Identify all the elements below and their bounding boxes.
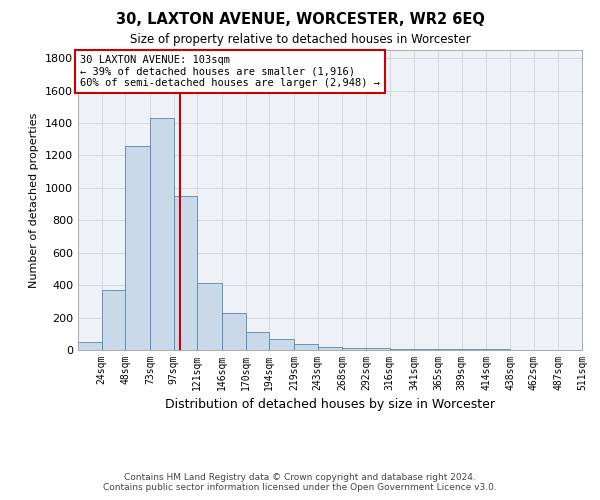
- Bar: [415, 349, 438, 350]
- Y-axis label: Number of detached properties: Number of detached properties: [29, 112, 40, 288]
- Bar: [150, 118, 173, 350]
- Text: Size of property relative to detached houses in Worcester: Size of property relative to detached ho…: [130, 32, 470, 46]
- Bar: [245, 332, 269, 350]
- Text: 30, LAXTON AVENUE, WORCESTER, WR2 6EQ: 30, LAXTON AVENUE, WORCESTER, WR2 6EQ: [116, 12, 484, 28]
- Bar: [125, 146, 150, 350]
- Bar: [222, 312, 245, 350]
- Bar: [269, 340, 294, 350]
- Text: 30 LAXTON AVENUE: 103sqm
← 39% of detached houses are smaller (1,916)
60% of sem: 30 LAXTON AVENUE: 103sqm ← 39% of detach…: [80, 55, 380, 88]
- Text: Contains HM Land Registry data © Crown copyright and database right 2024.
Contai: Contains HM Land Registry data © Crown c…: [103, 473, 497, 492]
- Bar: [78, 342, 101, 350]
- Bar: [389, 349, 415, 350]
- Bar: [294, 344, 317, 350]
- Bar: [487, 349, 510, 350]
- Bar: [343, 348, 366, 350]
- Bar: [317, 347, 343, 350]
- Bar: [197, 282, 222, 350]
- Bar: [101, 290, 125, 350]
- Bar: [173, 196, 197, 350]
- Bar: [366, 348, 389, 350]
- X-axis label: Distribution of detached houses by size in Worcester: Distribution of detached houses by size …: [165, 398, 495, 411]
- Bar: [461, 349, 487, 350]
- Bar: [438, 349, 461, 350]
